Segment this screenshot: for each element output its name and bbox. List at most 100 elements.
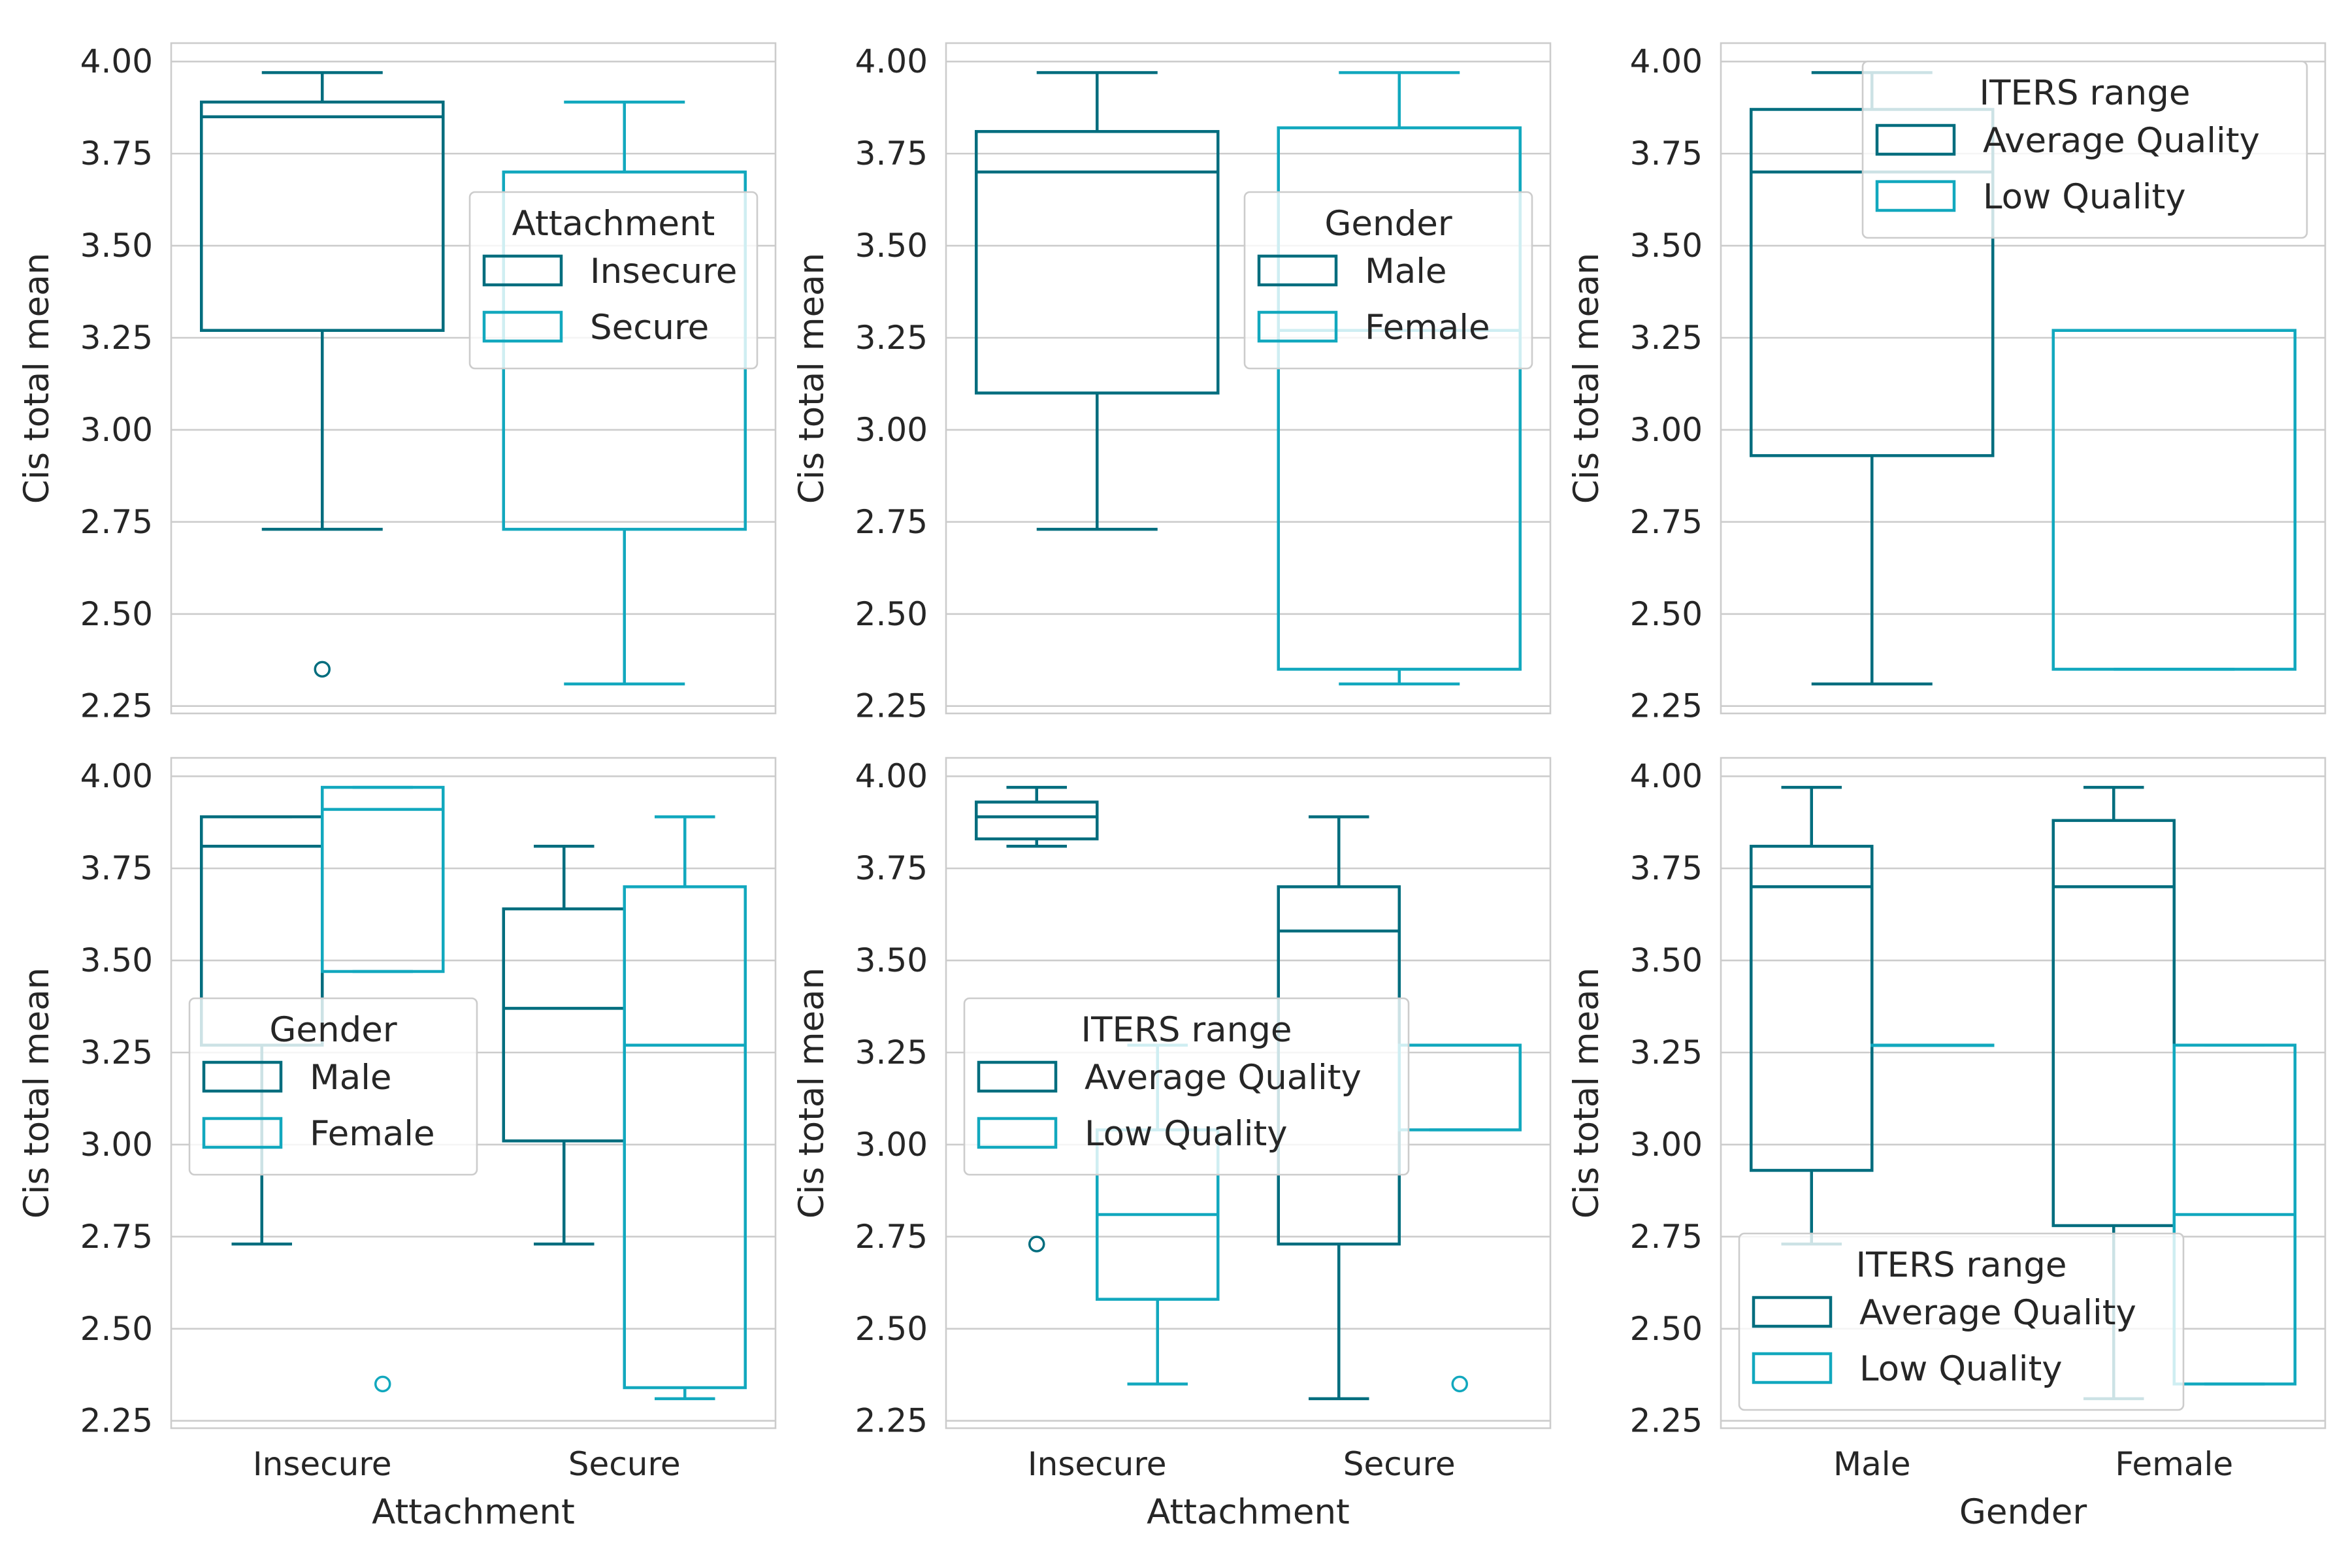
y-tick-label: 4.00 bbox=[80, 757, 153, 795]
box-iqr bbox=[2051, 819, 2176, 1228]
plot-frame bbox=[170, 757, 777, 1429]
outlier-point bbox=[314, 661, 331, 678]
legend-swatch bbox=[1875, 180, 1956, 212]
y-axis-title: Cis total mean bbox=[17, 253, 57, 504]
legend-label: Average Quality bbox=[1085, 1058, 1362, 1098]
x-tick-label: Secure bbox=[1343, 1445, 1456, 1483]
y-tick-label: 3.75 bbox=[1630, 849, 1703, 887]
box-insecure-insecure bbox=[200, 71, 445, 678]
legend: ITERS range Average Quality Low Quality bbox=[1861, 60, 2308, 239]
y-tick-label: 3.00 bbox=[855, 411, 928, 449]
legend-label: Secure bbox=[590, 308, 709, 348]
legend: ITERS range Average Quality Low Quality bbox=[963, 997, 1410, 1176]
y-axis-title: Cis total mean bbox=[1567, 253, 1607, 504]
y-tick-label: 3.75 bbox=[855, 135, 928, 172]
y-tick-label: 4.00 bbox=[1630, 42, 1703, 80]
x-tick-label: Secure bbox=[568, 1445, 681, 1483]
legend-box bbox=[188, 997, 478, 1176]
legend: Gender Male Female bbox=[1243, 191, 1533, 370]
box-male-male bbox=[975, 71, 1220, 531]
y-tick-label: 3.75 bbox=[80, 135, 153, 172]
legend-label: Average Quality bbox=[1983, 121, 2260, 161]
legend-box bbox=[963, 997, 1410, 1176]
legend-title: ITERS range bbox=[1081, 1010, 1292, 1050]
x-axis-title: Attachment bbox=[372, 1492, 575, 1532]
y-tick-label: 3.25 bbox=[80, 319, 153, 357]
legend-title: Attachment bbox=[512, 204, 715, 244]
y-tick-label: 3.75 bbox=[855, 849, 928, 887]
y-tick-label: 2.25 bbox=[80, 1402, 153, 1440]
y-tick-label: 3.50 bbox=[855, 941, 928, 979]
box-low-quality-low-quality bbox=[2051, 329, 2296, 671]
outlier-point bbox=[374, 1375, 391, 1393]
y-tick-label: 2.50 bbox=[1630, 595, 1703, 633]
y-tick-label: 3.00 bbox=[80, 1126, 153, 1164]
legend-box bbox=[468, 191, 759, 370]
box-iqr bbox=[975, 800, 1099, 841]
y-tick-label: 4.00 bbox=[855, 42, 928, 80]
y-tick-label: 3.50 bbox=[855, 227, 928, 265]
y-tick-label: 3.00 bbox=[1630, 1126, 1703, 1164]
plot-frame bbox=[945, 757, 1552, 1429]
outlier-point bbox=[1451, 1375, 1468, 1393]
y-tick-label: 3.50 bbox=[1630, 227, 1703, 265]
legend-label: Low Quality bbox=[1859, 1349, 2063, 1389]
legend-label: Low Quality bbox=[1085, 1114, 1288, 1154]
y-axis-title: Cis total mean bbox=[792, 253, 832, 504]
legend-swatch bbox=[1752, 1296, 1833, 1328]
y-tick-label: 3.50 bbox=[1630, 941, 1703, 979]
box-insecure-female bbox=[321, 785, 445, 1393]
x-tick-label: Female bbox=[2115, 1445, 2233, 1483]
box-iqr bbox=[321, 785, 445, 973]
y-tick-label: 4.00 bbox=[1630, 757, 1703, 795]
box-iqr bbox=[1277, 126, 1522, 671]
plot-frame bbox=[1720, 757, 2327, 1429]
y-tick-label: 2.50 bbox=[855, 595, 928, 633]
chart-panel-3: 2.25 2.50 2.75 3.00 3.25 3.50 3.75 4.00 Cis tota… bbox=[1567, 42, 2327, 725]
box-iqr bbox=[623, 885, 747, 1390]
x-tick-label: Insecure bbox=[1028, 1445, 1167, 1483]
legend-swatch bbox=[482, 310, 563, 343]
plot-frame bbox=[1720, 42, 2327, 715]
x-axis-title: Gender bbox=[1959, 1492, 2087, 1532]
y-tick-label: 2.25 bbox=[855, 1402, 928, 1440]
chart-panel-2: 2.25 2.50 2.75 3.00 3.25 3.50 3.75 4.00 Cis tota… bbox=[792, 42, 1552, 725]
legend-label: Female bbox=[310, 1114, 435, 1154]
x-tick-label: Male bbox=[1833, 1445, 1910, 1483]
legend-box bbox=[1861, 60, 2308, 239]
y-tick-label: 3.50 bbox=[80, 227, 153, 265]
chart-panel-4: 2.25 2.50 2.75 3.00 3.25 3.50 3.75 4.00 Cis tota… bbox=[17, 757, 777, 1532]
y-tick-label: 2.75 bbox=[855, 1218, 928, 1256]
y-tick-label: 3.25 bbox=[855, 1034, 928, 1071]
chart-panel-1: 2.25 2.50 2.75 3.00 3.25 3.50 3.75 4.00 Cis tota… bbox=[17, 42, 777, 725]
x-axis-title: Attachment bbox=[1147, 1492, 1350, 1532]
chart-panel-5: 2.25 2.50 2.75 3.00 3.25 3.50 3.75 4.00 Cis tota… bbox=[792, 757, 1552, 1532]
y-tick-label: 3.50 bbox=[80, 941, 153, 979]
box-secure-female bbox=[623, 815, 747, 1401]
y-axis-title: Cis total mean bbox=[1567, 968, 1607, 1219]
x-tick-label: Insecure bbox=[253, 1445, 392, 1483]
y-tick-label: 3.00 bbox=[855, 1126, 928, 1164]
box-iqr bbox=[975, 130, 1220, 395]
y-tick-label: 4.00 bbox=[80, 42, 153, 80]
y-tick-label: 4.00 bbox=[855, 757, 928, 795]
legend-box bbox=[1738, 1232, 2185, 1411]
y-tick-label: 2.50 bbox=[80, 595, 153, 633]
y-tick-label: 2.25 bbox=[80, 687, 153, 725]
legend-swatch bbox=[482, 254, 563, 287]
y-tick-label: 2.50 bbox=[80, 1310, 153, 1348]
plot-frame bbox=[945, 42, 1552, 715]
y-tick-label: 2.25 bbox=[855, 687, 928, 725]
legend-title: Gender bbox=[269, 1010, 397, 1050]
legend-label: Insecure bbox=[590, 252, 737, 291]
y-tick-label: 3.00 bbox=[1630, 411, 1703, 449]
plot-frame bbox=[170, 42, 777, 715]
y-tick-label: 3.25 bbox=[1630, 319, 1703, 357]
y-tick-label: 2.75 bbox=[855, 503, 928, 541]
y-axis-title: Cis total mean bbox=[792, 968, 832, 1219]
y-tick-label: 2.75 bbox=[80, 1218, 153, 1256]
y-tick-label: 2.50 bbox=[855, 1310, 928, 1348]
legend-swatch bbox=[202, 1060, 283, 1093]
y-tick-label: 3.25 bbox=[1630, 1034, 1703, 1071]
